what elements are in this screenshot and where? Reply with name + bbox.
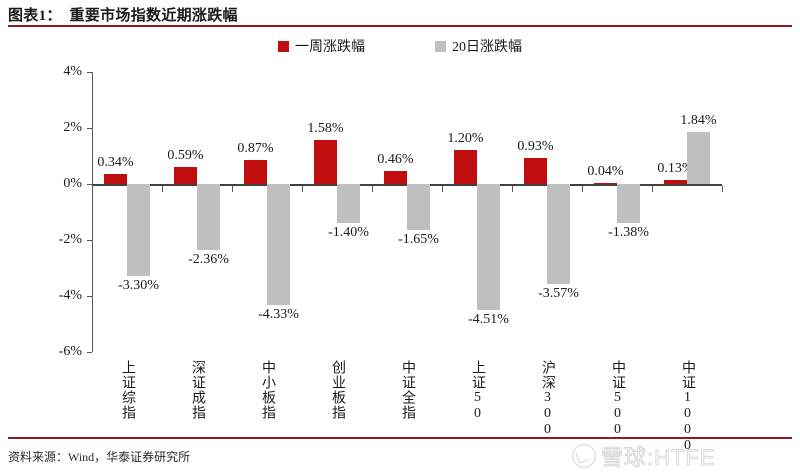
bar-week[interactable] (314, 139, 337, 184)
x-axis-category-label: 中证500 (610, 360, 625, 438)
x-axis-category-label: 中小板指 (260, 360, 275, 420)
bar-value-label: -4.51% (468, 312, 509, 328)
x-axis-tick (162, 185, 163, 192)
y-axis-tick (87, 240, 92, 241)
bar-value-label: -2.36% (188, 252, 229, 268)
bar-value-label: 1.84% (680, 113, 717, 129)
bar-week[interactable] (174, 167, 197, 184)
y-axis-tick-label: -4% (58, 288, 82, 303)
bar-month[interactable] (337, 184, 360, 224)
bar-month[interactable] (407, 184, 430, 231)
x-axis-category-label: 上证50 (470, 360, 485, 422)
bar-value-label: 1.58% (307, 120, 344, 136)
bar-month[interactable] (127, 184, 150, 277)
bar-week[interactable] (594, 182, 617, 185)
bar-week[interactable] (244, 159, 267, 184)
footer-divider (8, 437, 792, 439)
x-axis-tick (302, 185, 303, 192)
x-axis-category-label: 中证全指 (400, 360, 415, 420)
bar-value-label: 0.59% (167, 148, 204, 164)
bar-value-label: 0.46% (377, 152, 414, 168)
bar-value-label: 0.93% (517, 138, 554, 154)
bar-month[interactable] (477, 184, 500, 311)
x-axis-category-label: 中证1000 (680, 360, 695, 454)
x-axis-tick (582, 185, 583, 192)
legend-item-week[interactable]: 一周涨跌幅 (278, 36, 365, 56)
bar-value-label: -1.38% (608, 224, 649, 240)
y-axis-tick (87, 184, 92, 185)
source-note: 资料来源：Wind，华泰证券研究所 (8, 450, 191, 464)
red-square-swatch-icon (278, 40, 289, 52)
x-axis-tick (652, 185, 653, 192)
x-axis-tick (372, 185, 373, 192)
y-axis-tick (87, 296, 92, 297)
bar-value-label: -1.65% (398, 232, 439, 248)
y-axis-line (92, 72, 93, 352)
y-axis-tick-label: 4% (63, 64, 82, 79)
x-axis-category-label: 深证成指 (190, 360, 205, 420)
y-axis-tick (87, 128, 92, 129)
y-axis-tick (87, 352, 92, 353)
x-axis-tick (92, 185, 93, 192)
legend-item-month[interactable]: 20日涨跌幅 (435, 36, 522, 56)
x-axis-tick (442, 185, 443, 192)
exhibit-label: 图表1： (8, 8, 55, 24)
bar-month[interactable] (267, 184, 290, 306)
y-axis-tick-label: -6% (58, 344, 82, 359)
bar-value-label: 0.87% (237, 140, 274, 156)
x-axis-tick (232, 185, 233, 192)
legend-label-week: 一周涨跌幅 (295, 40, 365, 55)
bar-week[interactable] (104, 174, 127, 184)
legend-label-month: 20日涨跌幅 (452, 40, 522, 55)
bar-month[interactable] (547, 184, 570, 284)
y-axis-tick-label: 0% (63, 176, 82, 191)
bar-week[interactable] (524, 157, 547, 184)
bar-month[interactable] (687, 132, 710, 184)
gray-square-swatch-icon (435, 40, 446, 52)
title-text: 重要市场指数近期涨跌幅 (69, 8, 238, 24)
y-axis-tick (87, 72, 92, 73)
bar-week[interactable] (384, 171, 407, 184)
bar-value-label: 0.34% (97, 155, 134, 171)
bar-value-label: -4.33% (258, 307, 299, 323)
bar-value-label: -3.57% (538, 285, 579, 301)
bar-value-label: 1.20% (447, 131, 484, 147)
bar-month[interactable] (197, 184, 220, 251)
chart-legend: 一周涨跌幅 20日涨跌幅 (0, 36, 800, 56)
page-title: 图表1： 重要市场指数近期涨跌幅 (8, 4, 238, 25)
x-axis-tick (512, 185, 513, 192)
x-axis-tick (722, 185, 723, 192)
bar-value-label: -3.30% (118, 278, 159, 294)
bar-week[interactable] (454, 150, 477, 184)
bar-week[interactable] (664, 180, 687, 184)
x-axis-category-label: 上证综指 (120, 360, 135, 420)
y-axis-tick-label: -2% (58, 232, 82, 247)
bar-value-label: -1.40% (328, 225, 369, 241)
y-axis-tick-label: 2% (63, 120, 82, 135)
bar-month[interactable] (617, 184, 640, 223)
x-axis-category-label: 沪深300 (540, 360, 555, 438)
header-divider (8, 25, 792, 27)
x-axis-category-label: 创业板指 (330, 360, 345, 420)
bar-value-label: 0.13% (657, 161, 694, 177)
bar-value-label: 0.04% (587, 163, 624, 179)
